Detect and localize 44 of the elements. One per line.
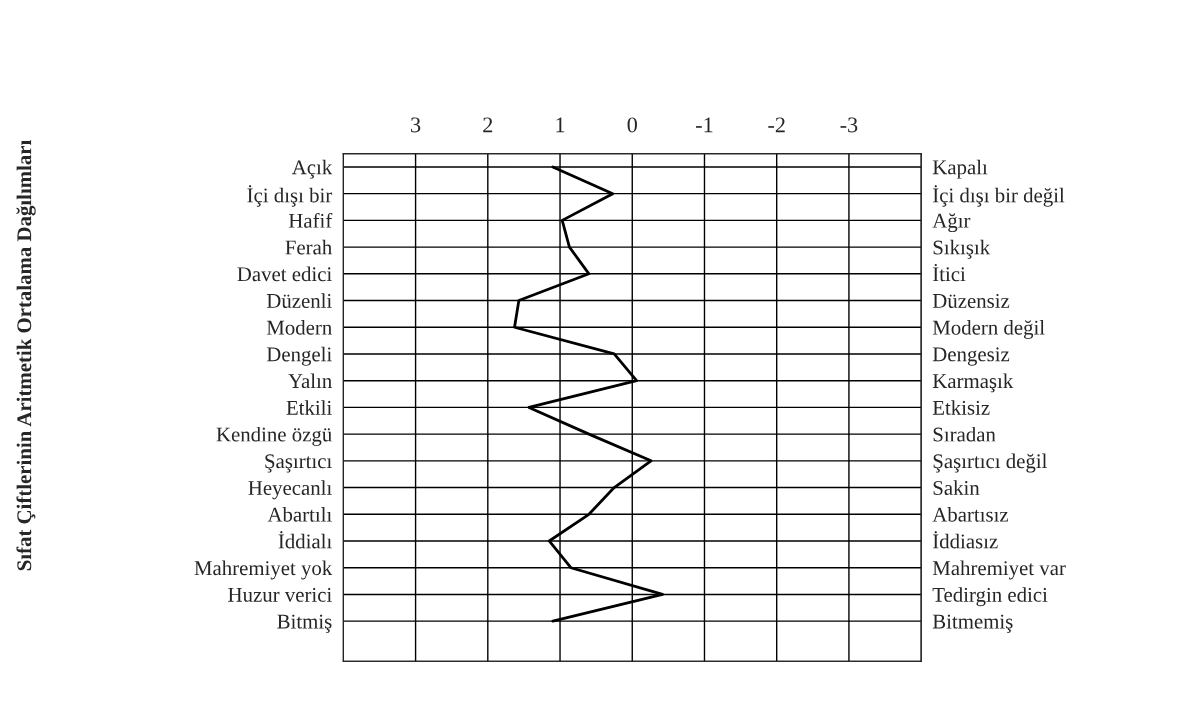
y-tick-label: Etkili	[286, 400, 332, 415]
y-tick-label: Kendine özgü	[216, 426, 332, 446]
x-tick-label: -3	[840, 117, 858, 133]
y2-tick-label: Bitmemiş	[932, 614, 1013, 633]
y-tick-label: Huzur verici	[228, 587, 332, 602]
y2-tick-label: Abartısız	[932, 507, 1009, 522]
x-tick-label: 2	[483, 117, 493, 133]
y2-tick-label: Modern değil	[932, 320, 1045, 339]
x-tick-label: 3	[411, 117, 421, 133]
y-tick-label: Hafif	[288, 212, 333, 228]
y2-tick-label: Kapalı	[932, 159, 988, 179]
y2-tick-label: Karmaşık	[932, 373, 1014, 393]
x-tick-label: -1	[696, 117, 713, 133]
y-tick-label: Modern	[266, 320, 332, 335]
y2-tick-label: Sıkışık	[933, 239, 991, 259]
y-tick-label: Abartılı	[267, 507, 332, 522]
y-tick-label: İçi dışı bir	[247, 185, 333, 207]
y2-tick-label: Dengesiz	[932, 347, 1010, 366]
y-tick-label: Ferah	[285, 239, 332, 255]
y-tick-label: Düzenli	[266, 293, 332, 308]
y2-tick-label: Tedirgin edici	[932, 587, 1048, 607]
x-tick-label: 1	[556, 117, 565, 133]
y-tick-label: İddialı	[278, 531, 332, 549]
y-tick-label: Mahremiyet yok	[194, 560, 333, 580]
y2-tick-label: İtici	[933, 263, 966, 282]
y-tick-label: Yalın	[288, 373, 332, 389]
y2-tick-label: İddiasız	[933, 531, 998, 549]
y2-tick-label: Şaşırtıcı değil	[933, 453, 1047, 473]
y2-tick-label: Mahremiyet var	[932, 560, 1066, 580]
y-tick-label: Şaşırtıcı	[265, 454, 332, 473]
y2-tick-label: Sakin	[933, 480, 980, 495]
y2-tick-label: Etkisiz	[932, 400, 990, 415]
y-tick-label: Bitmiş	[277, 614, 332, 633]
y2-tick-label: Sıradan	[933, 426, 996, 442]
y-tick-label: Açık	[291, 159, 333, 179]
x-tick-label: -2	[768, 117, 785, 133]
y-tick-label: Dengeli	[266, 346, 332, 366]
y2-tick-label: İçi dışı bir değil	[933, 185, 1065, 207]
y2-tick-label: Düzensiz	[932, 293, 1010, 308]
text: Sıfat Çiftlerinin Aritmetik Ortalama Dağılımları	[16, 139, 36, 571]
y-tick-label: Heyecanlı	[248, 480, 332, 500]
y2-tick-label: Ağır	[932, 213, 971, 233]
y-tick-label: Davet edici	[237, 266, 332, 282]
x-tick-label: 0	[627, 117, 637, 133]
